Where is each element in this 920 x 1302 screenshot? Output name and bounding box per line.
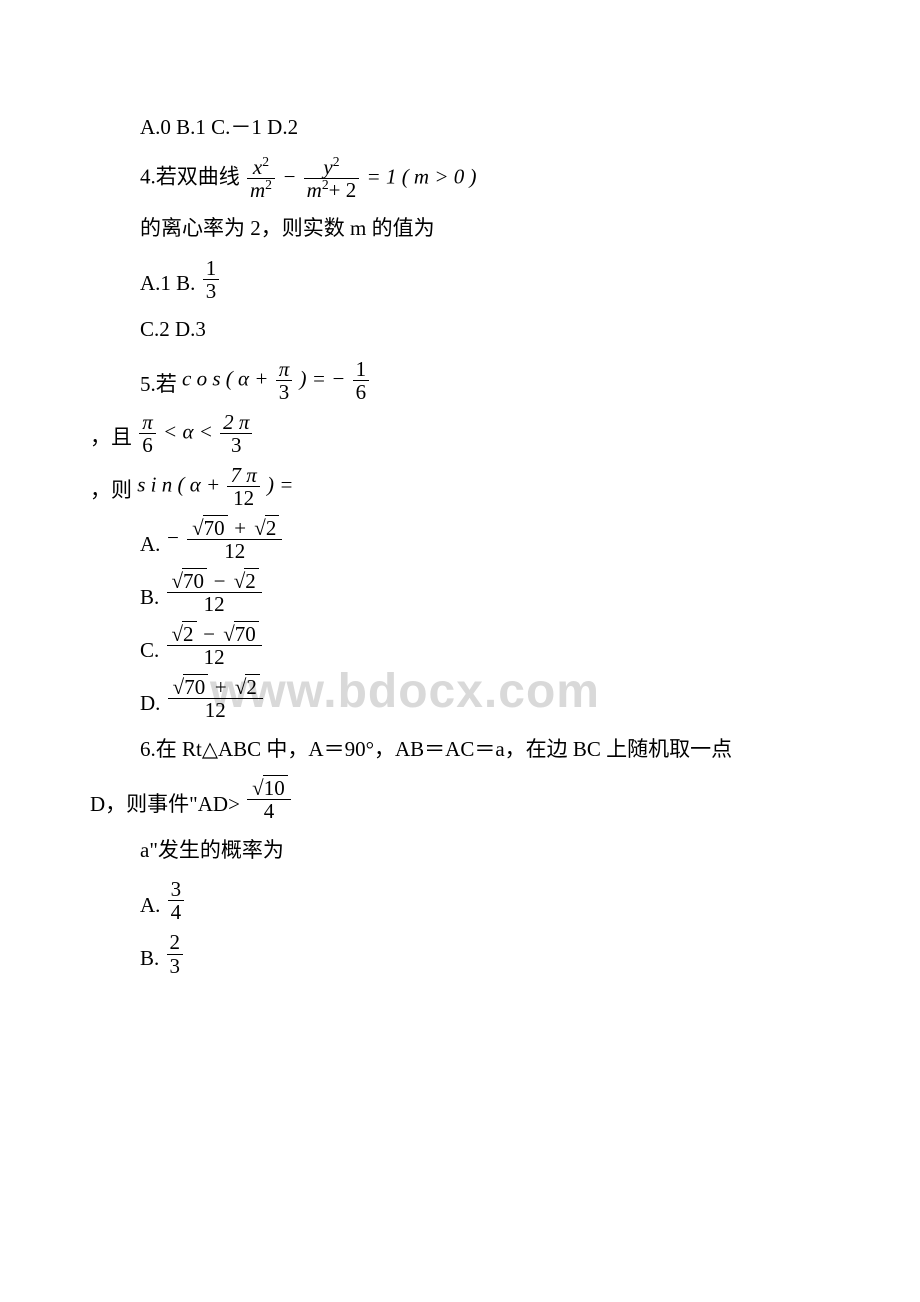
q6B-num: 2 [167, 931, 184, 954]
optC-frac: 2 − 70 12 [167, 623, 262, 668]
seven-pi: 7 π [227, 464, 259, 487]
optB-label: B. [140, 585, 159, 609]
q4-choice-ab: A.1 B. 1 3 [140, 257, 830, 302]
var-m2: m [307, 178, 322, 202]
cos-text: c o s ( α + [182, 366, 268, 390]
q4-choice-cd: C.2 D.3 [140, 310, 830, 350]
sqrt2-d: 2 [233, 676, 260, 698]
q5-frac-pi6: π 6 [139, 411, 156, 456]
q4-stem-1: 4.若双曲线 x2 m2 − y2 m2+ 2 = 1 ( m > 0 ) [140, 156, 830, 201]
q6-frac-sqrt10: 10 4 [247, 777, 291, 822]
q6-option-b: B. 2 3 [140, 931, 830, 976]
q5-then: ，则 [90, 478, 132, 502]
den-6: 6 [353, 381, 370, 403]
sin-eq: ) = [267, 472, 293, 496]
q5-frac-pi3: π 3 [276, 358, 293, 403]
optA-frac: 70 + 2 12 [187, 517, 282, 562]
q6-optA-label: A. [140, 893, 160, 917]
q5-frac-2pi3: 2 π 3 [220, 411, 252, 456]
q6-optB-label: B. [140, 946, 159, 970]
den3: 3 [203, 280, 220, 302]
optC-den: 12 [167, 646, 262, 668]
eq-neg: ) = − [299, 366, 345, 390]
sqrt2-a: 2 [252, 517, 279, 539]
q5-option-c: C. 2 − 70 12 [140, 623, 830, 668]
num-1: 1 [353, 358, 370, 381]
q6-stem-3: a"发生的概率为 [140, 831, 830, 871]
num1: 1 [203, 257, 220, 280]
sqrt70-c: 70 [221, 623, 259, 645]
ineq-mid: < α < [163, 419, 213, 443]
optB-frac: 70 − 2 12 [167, 570, 262, 615]
sqrt2-b: 2 [232, 570, 259, 592]
optC-op: − [202, 622, 216, 646]
q5-stem-1: 5.若 c o s ( α + π 3 ) = − 1 6 [140, 358, 830, 403]
optD-label: D. [140, 691, 160, 715]
q5-stem-3: ，则 s i n ( α + 7 π 12 ) = [90, 464, 830, 509]
plus2: + 2 [329, 178, 357, 202]
q6-stem-1: 6.在 Rt△ABC 中，A＝90°，AB＝AC＝a，在边 BC 上随机取一点 [140, 730, 830, 770]
q5-frac-7pi12: 7 π 12 [227, 464, 259, 509]
optD-frac: 70 + 2 12 [168, 676, 263, 721]
q4-frac-b: 1 3 [203, 257, 220, 302]
q4-ab-prefix: A.1 B. [140, 271, 195, 295]
sin-text: s i n ( α + [137, 472, 220, 496]
sqrt70-b: 70 [170, 570, 208, 592]
q5-option-b: B. 70 − 2 12 [140, 570, 830, 615]
optA-op: + [233, 516, 247, 540]
optD-den: 12 [168, 699, 263, 721]
q5-and: ，且 [90, 425, 132, 449]
q4-frac-y: y2 m2+ 2 [304, 156, 360, 201]
var-x: x [253, 155, 262, 179]
optA-label: A. [140, 532, 160, 556]
two-pi: 2 π [220, 411, 252, 434]
den12: 12 [227, 487, 259, 509]
q6A-den: 4 [168, 901, 185, 923]
q6A-num: 3 [168, 878, 185, 901]
document-body: A.0 B.1 C.－1 D.2 4.若双曲线 x2 m2 − y2 m2+ 2… [90, 108, 830, 977]
optB-op: − [212, 569, 226, 593]
q5-option-d: D. 70 + 2 12 [140, 676, 830, 721]
three1: 3 [276, 381, 293, 403]
optA-neg: − [166, 526, 180, 550]
q6B-den: 3 [167, 955, 184, 977]
q4-frac-x: x2 m2 [247, 156, 275, 201]
optA-den: 12 [187, 540, 282, 562]
optC-label: C. [140, 638, 159, 662]
q3-choices: A.0 B.1 C.－1 D.2 [140, 108, 830, 148]
q4-stem-2: 的离心率为 2，则实数 m 的值为 [140, 209, 830, 249]
q4-prefix: 4.若双曲线 [140, 164, 240, 188]
var-m1: m [250, 178, 265, 202]
q5-stem-2: ，且 π 6 < α < 2 π 3 [90, 411, 830, 456]
q4-rhs: 1 ( m > 0 ) [386, 164, 477, 188]
q5-option-a: A. − 70 + 2 12 [140, 517, 830, 562]
optB-den: 12 [167, 593, 262, 615]
den6: 6 [139, 434, 156, 456]
den4: 4 [247, 800, 291, 822]
q6-pre: D，则事件"AD> [90, 792, 240, 816]
pi2: π [139, 411, 156, 434]
q6-stem-2: D，则事件"AD> 10 4 [90, 777, 830, 822]
q6-option-a: A. 3 4 [140, 878, 830, 923]
q5-prefix: 5.若 [140, 372, 177, 396]
var-y: y [323, 155, 332, 179]
optD-op: + [213, 675, 227, 699]
sqrt2-c: 2 [170, 623, 197, 645]
q6-optA-frac: 3 4 [168, 878, 185, 923]
pi1: π [276, 358, 293, 381]
den3b: 3 [220, 434, 252, 456]
sqrt70-a: 70 [190, 517, 228, 539]
q5-frac-16: 1 6 [353, 358, 370, 403]
sqrt10: 10 [250, 777, 288, 799]
sqrt70-d: 70 [171, 676, 209, 698]
q6-optB-frac: 2 3 [167, 931, 184, 976]
